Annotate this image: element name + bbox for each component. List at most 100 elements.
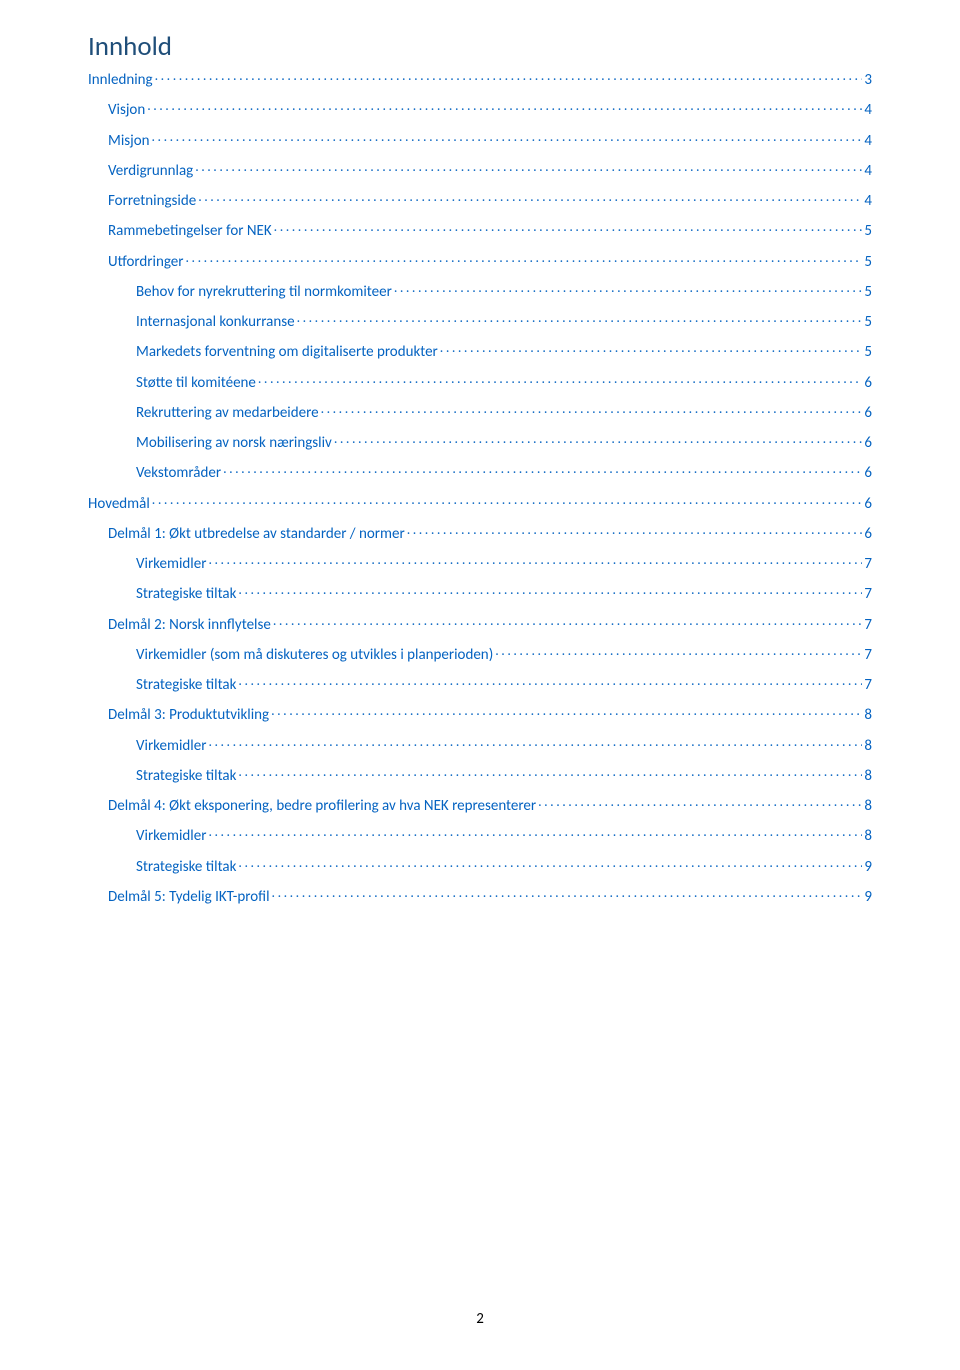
toc-entry[interactable]: Støtte til komitéene6: [88, 372, 872, 393]
toc-entry-page: 5: [864, 312, 872, 332]
toc-dots: [147, 99, 862, 114]
toc-entry-page: 7: [864, 645, 872, 665]
toc-entry-page: 3: [864, 70, 872, 90]
toc-entry-label: Misjon: [108, 131, 150, 151]
toc-entry-page: 6: [864, 403, 872, 423]
toc-entry-label: Delmål 1: Økt utbredelse av standarder /…: [108, 524, 405, 544]
toc-entry-page: 4: [864, 131, 872, 151]
toc-entry-page: 7: [864, 584, 872, 604]
toc-dots: [334, 432, 863, 447]
toc-entry[interactable]: Delmål 2: Norsk innflytelse7: [88, 614, 872, 635]
toc-entry-page: 9: [864, 857, 872, 877]
toc-dots: [208, 735, 862, 750]
toc-entry-page: 8: [864, 826, 872, 846]
toc-entry-label: Behov for nyrekruttering til normkomitee…: [136, 282, 392, 302]
toc-dots: [208, 553, 862, 568]
toc-entry-label: Strategiske tiltak: [136, 584, 236, 604]
toc-entry-label: Visjon: [108, 100, 145, 120]
toc-entry[interactable]: Virkemidler8: [88, 825, 872, 846]
toc-entry-page: 6: [864, 524, 872, 544]
toc-entry[interactable]: Vekstområder 6: [88, 462, 872, 483]
toc-entry-page: 6: [864, 494, 872, 514]
toc-dots: [440, 341, 863, 356]
toc-dots: [155, 69, 863, 84]
toc-entry[interactable]: Markedets forventning om digitaliserte p…: [88, 341, 872, 362]
toc-entry[interactable]: Virkemidler (som må diskuteres og utvikl…: [88, 644, 872, 665]
toc-entry-label: Innledning: [88, 70, 153, 90]
toc-dots: [223, 462, 862, 477]
toc-dots: [272, 886, 863, 901]
toc-entry[interactable]: Delmål 1: Økt utbredelse av standarder /…: [88, 523, 872, 544]
toc-entry[interactable]: Strategiske tiltak8: [88, 765, 872, 786]
toc-dots: [271, 704, 862, 719]
toc-entry-page: 8: [864, 736, 872, 756]
toc-dots: [273, 614, 863, 629]
toc-entry[interactable]: Delmål 5: Tydelig IKT-profil 9: [88, 886, 872, 907]
toc-entry[interactable]: Utfordringer 5: [88, 251, 872, 272]
toc-dots: [538, 795, 862, 810]
toc-entry-page: 5: [864, 252, 872, 272]
toc-dots: [258, 372, 863, 387]
toc-entry-page: 6: [864, 463, 872, 483]
toc-entry-label: Delmål 5: Tydelig IKT-profil: [108, 887, 270, 907]
toc-entry-label: Virkemidler: [136, 554, 206, 574]
toc-entry-page: 8: [864, 796, 872, 816]
toc-list: Innledning3Visjon4Misjon4Verdigrunnlag4F…: [88, 69, 872, 907]
toc-dots: [407, 523, 863, 538]
toc-entry[interactable]: Hovedmål 6: [88, 493, 872, 514]
toc-entry-label: Verdigrunnlag: [108, 161, 193, 181]
toc-entry[interactable]: Virkemidler7: [88, 553, 872, 574]
toc-entry-label: Markedets forventning om digitaliserte p…: [136, 342, 438, 362]
toc-entry[interactable]: Virkemidler 8: [88, 735, 872, 756]
toc-entry-page: 9: [864, 887, 872, 907]
toc-entry[interactable]: Delmål 3: Produktutvikling 8: [88, 704, 872, 725]
toc-entry-page: 8: [864, 766, 872, 786]
toc-dots: [186, 251, 863, 266]
toc-dots: [394, 281, 863, 296]
toc-entry-page: 5: [864, 342, 872, 362]
toc-entry[interactable]: Behov for nyrekruttering til normkomitee…: [88, 281, 872, 302]
toc-entry-label: Rammebetingelser for NEK: [108, 221, 272, 241]
toc-entry[interactable]: Innledning 3: [88, 69, 872, 90]
toc-entry-label: Vekstområder: [136, 463, 221, 483]
toc-entry-label: Virkemidler: [136, 736, 206, 756]
toc-dots: [152, 493, 863, 508]
toc-entry-label: Delmål 4: Økt eksponering, bedre profile…: [108, 796, 536, 816]
toc-entry[interactable]: Mobilisering av norsk næringsliv 6: [88, 432, 872, 453]
toc-dots: [297, 311, 863, 326]
toc-entry[interactable]: Verdigrunnlag4: [88, 160, 872, 181]
toc-entry[interactable]: Misjon 4: [88, 130, 872, 151]
toc-entry-label: Delmål 3: Produktutvikling: [108, 705, 269, 725]
toc-dots: [238, 674, 862, 689]
toc-dots: [208, 825, 862, 840]
toc-entry[interactable]: Strategiske tiltak9: [88, 856, 872, 877]
toc-entry-label: Utfordringer: [108, 252, 184, 272]
toc-entry-label: Støtte til komitéene: [136, 373, 256, 393]
toc-entry[interactable]: Forretningside4: [88, 190, 872, 211]
toc-entry-label: Mobilisering av norsk næringsliv: [136, 433, 332, 453]
toc-entry-page: 4: [864, 191, 872, 211]
toc-entry-page: 5: [864, 282, 872, 302]
toc-entry-page: 6: [864, 433, 872, 453]
toc-entry[interactable]: Visjon 4: [88, 99, 872, 120]
toc-dots: [238, 765, 862, 780]
toc-dots: [238, 856, 862, 871]
toc-entry[interactable]: Rammebetingelser for NEK 5: [88, 220, 872, 241]
toc-entry-label: Virkemidler (som må diskuteres og utvikl…: [136, 645, 493, 665]
toc-entry[interactable]: Strategiske tiltak 7: [88, 674, 872, 695]
toc-entry[interactable]: Rekruttering av medarbeidere 6: [88, 402, 872, 423]
toc-entry-page: 7: [864, 675, 872, 695]
toc-dots: [198, 190, 862, 205]
toc-entry-label: Strategiske tiltak: [136, 675, 236, 695]
toc-entry[interactable]: Internasjonal konkurranse5: [88, 311, 872, 332]
toc-entry-page: 5: [864, 221, 872, 241]
toc-entry-page: 8: [864, 705, 872, 725]
toc-entry[interactable]: Strategiske tiltak 7: [88, 583, 872, 604]
toc-title: Innhold: [88, 30, 872, 63]
toc-entry-label: Rekruttering av medarbeidere: [136, 403, 319, 423]
toc-dots: [152, 130, 863, 145]
toc-entry-label: Hovedmål: [88, 494, 150, 514]
toc-entry[interactable]: Delmål 4: Økt eksponering, bedre profile…: [88, 795, 872, 816]
toc-entry-page: 4: [864, 100, 872, 120]
toc-dots: [495, 644, 862, 659]
